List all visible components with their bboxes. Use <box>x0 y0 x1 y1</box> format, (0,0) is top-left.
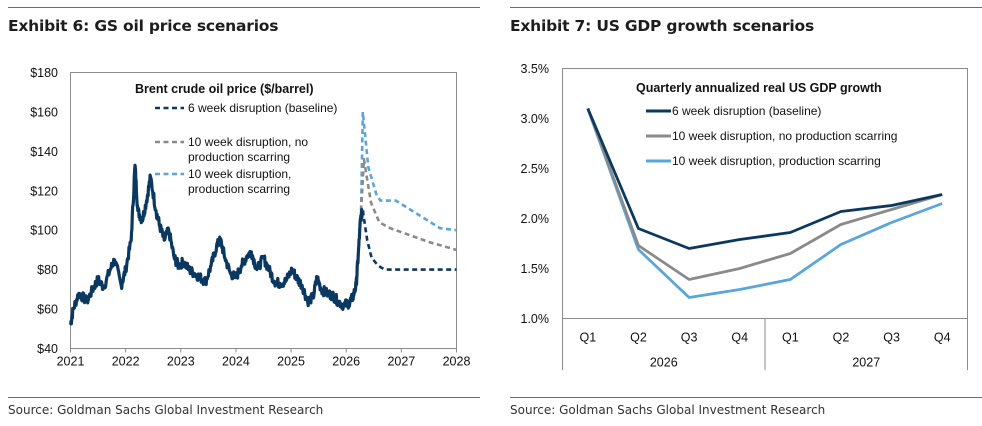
gdp-group-label: 2026 <box>650 356 678 370</box>
oil-x-tick-label: 2028 <box>443 355 471 369</box>
oil-history-line <box>68 163 365 326</box>
gdp-x-tick-label: Q1 <box>782 331 799 345</box>
oil-y-tick-label: $120 <box>30 184 58 198</box>
oil-scenario-line <box>361 210 457 271</box>
oil-scenario-line <box>359 110 457 232</box>
exhibit-6-title: Exhibit 6: GS oil price scenarios <box>8 17 279 35</box>
oil-legend-label: 10 week disruption, <box>188 167 291 181</box>
oil-legend-label: 6 week disruption (baseline) <box>188 101 337 115</box>
gdp-x-tick-label: Q1 <box>579 331 596 345</box>
oil-x-tick-label: 2023 <box>167 355 195 369</box>
gdp-series-line <box>586 107 943 250</box>
gdp-x-tick-label: Q3 <box>883 331 900 345</box>
gdp-x-tick-label: Q3 <box>681 331 698 345</box>
oil-y-tick-label: $80 <box>37 263 58 277</box>
oil-x-tick-label: 2027 <box>387 355 415 369</box>
gdp-series-line <box>586 108 943 299</box>
oil-legend-title: Brent crude oil price ($/barrel) <box>135 82 314 96</box>
oil-y-tick-label: $160 <box>30 105 58 119</box>
gdp-y-tick-label: 3.0% <box>521 112 550 126</box>
gdp-legend-title: Quarterly annualized real US GDP growth <box>636 81 882 95</box>
oil-x-tick-label: 2024 <box>222 355 250 369</box>
oil-legend-label: production scarring <box>188 150 290 164</box>
oil-y-tick-label: $180 <box>30 66 58 80</box>
exhibit-7-title: Exhibit 7: US GDP growth scenarios <box>510 17 815 35</box>
gdp-legend-label: 10 week disruption, production scarring <box>672 154 881 168</box>
oil-y-tick-label: $60 <box>37 303 58 317</box>
gdp-x-tick-label: Q2 <box>630 331 647 345</box>
gdp-y-tick-label: 2.5% <box>521 162 550 176</box>
exhibit-6-bottom-rule <box>8 397 480 398</box>
gdp-legend-label: 10 week disruption, no production scarri… <box>672 129 897 143</box>
oil-x-tick-label: 2021 <box>57 355 85 369</box>
oil-x-tick-label: 2025 <box>277 355 305 369</box>
oil-y-tick-label: $100 <box>30 224 58 238</box>
gdp-y-tick-label: 3.5% <box>521 62 550 76</box>
exhibit-7-top-rule <box>510 7 982 8</box>
oil-y-tick-label: $40 <box>37 342 58 356</box>
gdp-x-tick-label: Q4 <box>934 331 951 345</box>
gdp-x-tick-label: Q2 <box>833 331 850 345</box>
exhibit-6-top-rule <box>8 7 480 8</box>
gdp-y-tick-label: 2.0% <box>521 212 550 226</box>
oil-x-tick-label: 2026 <box>332 355 360 369</box>
exhibit-7-source: Source: Goldman Sachs Global Investment … <box>510 403 826 417</box>
exhibit-6-source: Source: Goldman Sachs Global Investment … <box>8 403 324 417</box>
oil-x-tick-label: 2022 <box>112 355 140 369</box>
exhibit-7-bottom-rule <box>510 397 982 398</box>
gdp-growth-chart: 1.0% 1.5% 2.0% 2.5% 3.0% 3.5% Q1 Q2 Q3 Q4 Q1 Q2 Q3 Q… <box>521 62 968 370</box>
gdp-y-tick-label: 1.5% <box>521 262 550 276</box>
oil-y-tick-label: $140 <box>30 145 58 159</box>
gdp-x-tick-label: Q4 <box>731 331 748 345</box>
gdp-group-label: 2027 <box>852 356 880 370</box>
oil-price-chart: $40 $60 $80 $100 $120 $140 $160 $180 2021 2022 20… <box>30 66 471 369</box>
gdp-series-line <box>586 108 943 281</box>
oil-plot-frame <box>70 72 457 349</box>
gdp-legend-label: 6 week disruption (baseline) <box>672 104 821 118</box>
oil-legend-label: 10 week disruption, no <box>188 135 308 149</box>
oil-scenario-line <box>359 157 457 252</box>
oil-legend-label: production scarring <box>188 182 290 196</box>
gdp-y-tick-label: 1.0% <box>521 312 550 326</box>
